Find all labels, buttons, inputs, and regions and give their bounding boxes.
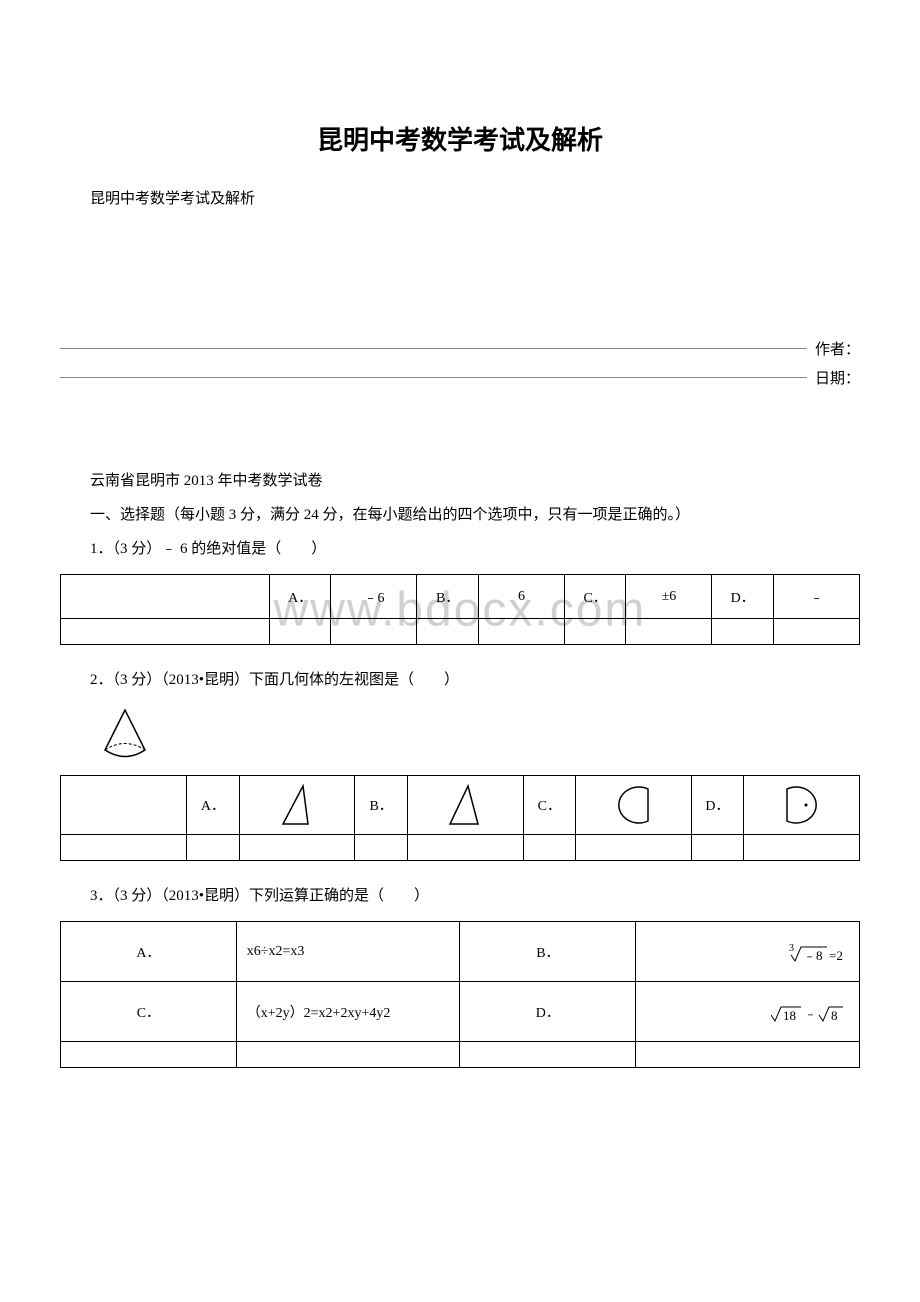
svg-text:8: 8 (831, 1008, 838, 1023)
option-d-value: ﹣ (773, 575, 859, 619)
province-line: 云南省昆明市 2013 年中考数学试卷 (60, 466, 860, 496)
section-one-header: 一、选择题（每小题 3 分，满分 24 分，在每小题给出的四个选项中，只有一项是… (60, 500, 860, 530)
table-cell-empty (744, 835, 860, 861)
table-cell-empty (187, 835, 240, 861)
sector-c-icon (613, 784, 653, 826)
option-a-label: A． (61, 922, 237, 982)
table-cell-empty (61, 619, 270, 645)
table-cell-empty (636, 1042, 860, 1068)
date-line: 日期： (60, 367, 860, 388)
option-d-label: D． (712, 575, 773, 619)
q1-options-table: A． ﹣6 B． 6 C． ±6 D． ﹣ (60, 574, 860, 645)
table-cell-empty (61, 1042, 237, 1068)
option-a-value: x6÷x2=x3 (236, 922, 460, 982)
svg-text:﹣: ﹣ (804, 1006, 817, 1021)
date-label: 日期： (807, 367, 860, 388)
triangle-b-icon (448, 784, 482, 826)
math-b: 3 ﹣8 =2 (789, 944, 849, 959)
q3-options-table: A． x6÷x2=x3 B． 3 ﹣8 =2 C． （x+2y）2=x2+2xy… (60, 921, 860, 1068)
svg-text:3: 3 (789, 943, 794, 954)
sector-d-icon (782, 784, 822, 826)
option-c-value: （x+2y）2=x2+2xy+4y2 (236, 982, 460, 1042)
option-c-label: C． (61, 982, 237, 1042)
table-row: A． ﹣6 B． 6 C． ±6 D． ﹣ (61, 575, 860, 619)
option-a-label: A． (187, 776, 240, 835)
table-cell-empty (355, 835, 408, 861)
table-cell-empty (407, 835, 523, 861)
q3-text: 3．（3 分）（2013•昆明）下列运算正确的是（ ） (60, 881, 860, 911)
triangle-a-icon (281, 784, 313, 826)
svg-text:﹣8: ﹣8 (803, 948, 823, 963)
table-row: C． （x+2y）2=x2+2xy+4y2 D． 18 ﹣ 8 (61, 982, 860, 1042)
table-cell-empty (269, 619, 330, 645)
option-b-label: B． (355, 776, 408, 835)
option-c-shape (576, 776, 692, 835)
table-cell-empty (576, 835, 692, 861)
table-row: A． x6÷x2=x3 B． 3 ﹣8 =2 (61, 922, 860, 982)
option-b-shape (407, 776, 523, 835)
cone-icon (100, 705, 150, 765)
table-cell-empty (460, 1042, 636, 1068)
math-d: 18 ﹣ 8 (771, 1004, 849, 1019)
svg-text:18: 18 (783, 1008, 796, 1023)
table-cell-empty (564, 619, 625, 645)
table-cell-empty (691, 835, 744, 861)
q2-text: 2．（3 分）（2013•昆明）下面几何体的左视图是（ ） (60, 665, 860, 695)
table-row: A． B． C． D． (61, 776, 860, 835)
option-d-label: D． (691, 776, 744, 835)
cone-figure (100, 705, 860, 765)
table-cell-empty (712, 619, 773, 645)
option-c-label: C． (523, 776, 576, 835)
option-d-value: 18 ﹣ 8 (636, 982, 860, 1042)
table-row (61, 1042, 860, 1068)
option-d-label: D． (460, 982, 636, 1042)
table-cell-empty (626, 619, 712, 645)
table-cell-empty (236, 1042, 460, 1068)
table-cell-empty (61, 575, 270, 619)
main-title: 昆明中考数学考试及解析 (60, 120, 860, 157)
table-cell-empty (61, 835, 187, 861)
option-a-label: A． (269, 575, 330, 619)
option-b-value: 6 (478, 575, 564, 619)
option-a-value: ﹣6 (331, 575, 417, 619)
table-cell-empty (239, 835, 355, 861)
q2-options-table: A． B． C． D． (60, 775, 860, 861)
math-c: （x+2y）2=x2+2xy+4y2 (247, 1006, 391, 1021)
table-cell-empty (523, 835, 576, 861)
table-row (61, 619, 860, 645)
sqrt-diff-icon: 18 ﹣ 8 (771, 1001, 849, 1023)
author-underline (60, 348, 807, 349)
cuberoot-icon: 3 ﹣8 =2 (789, 941, 849, 963)
option-d-shape (744, 776, 860, 835)
option-c-value: ±6 (626, 575, 712, 619)
table-cell-empty (417, 619, 478, 645)
date-underline (60, 377, 807, 378)
author-label: 作者： (807, 338, 860, 359)
subtitle: 昆明中考数学考试及解析 (60, 187, 860, 208)
table-cell-empty (478, 619, 564, 645)
math-a: x6÷x2=x3 (247, 944, 305, 959)
watermark-container: www.bdocx.com A． ﹣6 B． 6 C． ±6 D． ﹣ (60, 574, 860, 645)
option-b-value: 3 ﹣8 =2 (636, 922, 860, 982)
table-cell-empty (331, 619, 417, 645)
option-a-shape (239, 776, 355, 835)
option-c-label: C． (564, 575, 625, 619)
q1-text: 1．（3 分）﹣ 6 的绝对值是（ ） (60, 534, 860, 564)
option-b-label: B． (417, 575, 478, 619)
table-row (61, 835, 860, 861)
svg-text:=2: =2 (829, 948, 843, 963)
table-cell-empty (773, 619, 859, 645)
table-cell-empty (61, 776, 187, 835)
option-b-label: B． (460, 922, 636, 982)
author-line: 作者： (60, 338, 860, 359)
